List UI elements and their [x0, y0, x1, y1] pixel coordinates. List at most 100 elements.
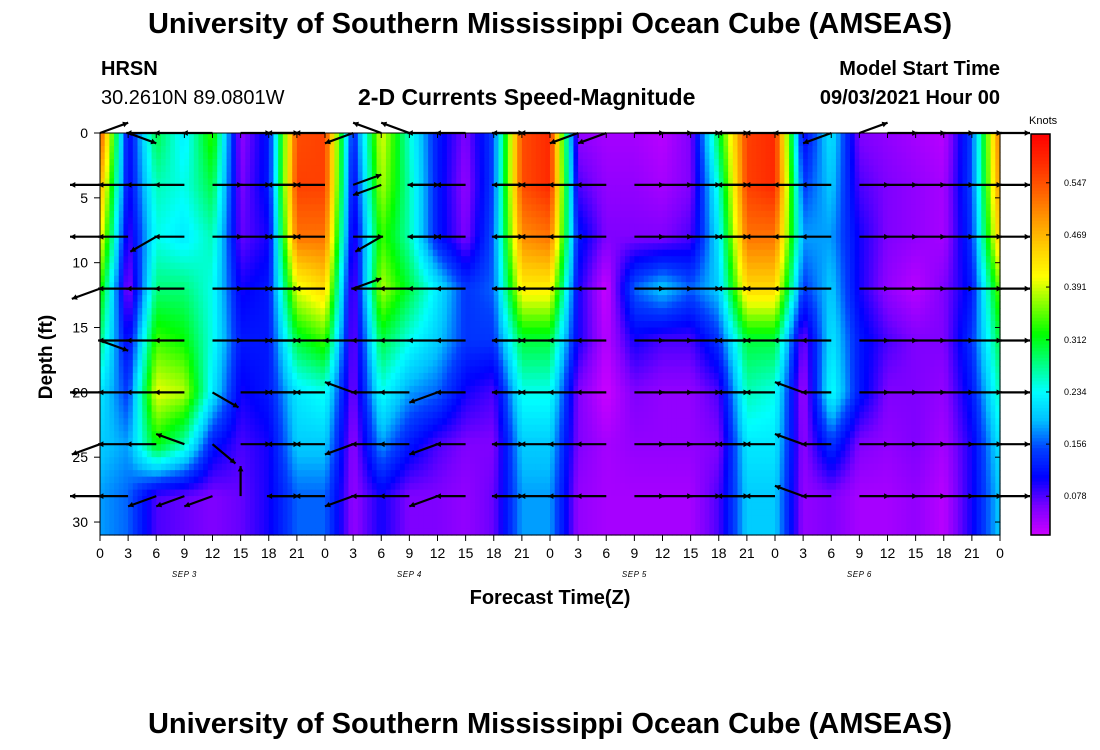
heatmap-cell [179, 217, 185, 225]
heatmap-cell [948, 191, 954, 199]
heatmap-cell [498, 249, 504, 257]
heatmap-cell [901, 158, 907, 167]
heatmap-cell [381, 288, 387, 296]
heatmap-cell [526, 178, 532, 186]
heatmap-cell [821, 236, 828, 244]
heatmap-cell [526, 256, 532, 264]
heatmap-cell [296, 171, 303, 179]
heatmap-cell [526, 139, 532, 147]
heatmap-cell [423, 165, 429, 173]
heatmap-cell [681, 275, 687, 283]
heatmap-cell [114, 210, 120, 218]
heatmap-cell [310, 184, 317, 192]
heatmap-cell [578, 145, 584, 154]
heatmap-cell [259, 204, 265, 212]
heatmap-cell [746, 139, 753, 147]
heatmap-cell [723, 262, 729, 270]
heatmap-cell [165, 152, 171, 160]
heatmap-cell [475, 184, 481, 192]
heatmap-cell [737, 295, 743, 303]
heatmap-cell [971, 282, 978, 290]
heatmap-cell [662, 178, 668, 186]
heatmap-cell [545, 275, 551, 283]
heatmap-cell [179, 295, 185, 303]
heatmap-cell [512, 282, 518, 290]
heatmap-cell [789, 165, 795, 173]
heatmap-cell [587, 282, 593, 290]
heatmap-cell [578, 197, 584, 205]
heatmap-cell [235, 262, 242, 270]
heatmap-cell [250, 139, 256, 147]
heatmap-cell [850, 152, 856, 160]
heatmap-cell [976, 184, 982, 192]
heatmap-cell [320, 249, 326, 257]
heatmap-cell [282, 178, 289, 186]
heatmap-cell [732, 295, 739, 303]
heatmap-cell [784, 158, 790, 167]
heatmap-cell [789, 139, 795, 147]
heatmap-cell [601, 133, 607, 141]
heatmap-cell [362, 165, 368, 173]
heatmap-cell [165, 184, 171, 192]
heatmap-cell [273, 223, 279, 231]
heatmap-cell [873, 217, 879, 225]
heatmap-cell [798, 165, 804, 173]
heatmap-cell [123, 178, 129, 186]
heatmap-cell [521, 171, 528, 179]
heatmap-cell [259, 288, 265, 296]
heatmap-cell [287, 217, 293, 225]
heatmap-cell [301, 165, 307, 173]
heatmap-cell [146, 269, 153, 277]
heatmap-cell [282, 282, 289, 290]
heatmap-cell [151, 210, 157, 218]
heatmap-cell [629, 262, 635, 270]
heatmap-cell [254, 178, 260, 186]
heatmap-cell [278, 139, 284, 147]
heatmap-cell [920, 223, 926, 231]
heatmap-cell [357, 256, 364, 264]
heatmap-cell [915, 217, 921, 225]
heatmap-cell [943, 230, 950, 238]
heatmap-cell [179, 269, 185, 277]
heatmap-cell [737, 191, 743, 199]
heatmap-cell [385, 223, 392, 231]
heatmap-cell [934, 178, 940, 186]
heatmap-cell [423, 197, 429, 205]
heatmap-cell [175, 223, 181, 231]
heatmap-cell [568, 204, 575, 212]
heatmap-cell [460, 262, 467, 270]
heatmap-cell [357, 139, 364, 147]
heatmap-cell [273, 191, 279, 199]
heatmap-cell [479, 217, 485, 225]
heatmap-cell [493, 223, 500, 231]
heatmap-cell [775, 269, 781, 277]
heatmap-cell [465, 165, 471, 173]
heatmap-cell [175, 178, 181, 186]
heatmap-cell [953, 217, 959, 225]
heatmap-cell [357, 288, 364, 296]
heatmap-cell [132, 275, 139, 283]
heatmap-cell [985, 133, 992, 141]
heatmap-cell [287, 165, 293, 173]
heatmap-cell [170, 275, 176, 283]
heatmap-cell [985, 243, 992, 251]
heatmap-cell [850, 282, 856, 290]
heatmap-cell [357, 295, 364, 303]
heatmap-cell [910, 275, 917, 283]
heatmap-cell [282, 256, 289, 264]
heatmap-cell [629, 139, 635, 147]
heatmap-cell [606, 295, 612, 303]
heatmap-cell [245, 191, 251, 199]
heatmap-cell [573, 184, 579, 192]
heatmap-cell [592, 204, 598, 212]
heatmap-cell [282, 133, 289, 141]
heatmap-cell [662, 217, 668, 225]
heatmap-cell [142, 210, 148, 218]
heatmap-cell [859, 256, 865, 264]
heatmap-cell [189, 145, 195, 154]
heatmap-cell [160, 288, 167, 296]
heatmap-cell [531, 217, 537, 225]
heatmap-cell [784, 243, 790, 251]
heatmap-cell [873, 262, 879, 270]
heatmap-cell [685, 145, 692, 154]
